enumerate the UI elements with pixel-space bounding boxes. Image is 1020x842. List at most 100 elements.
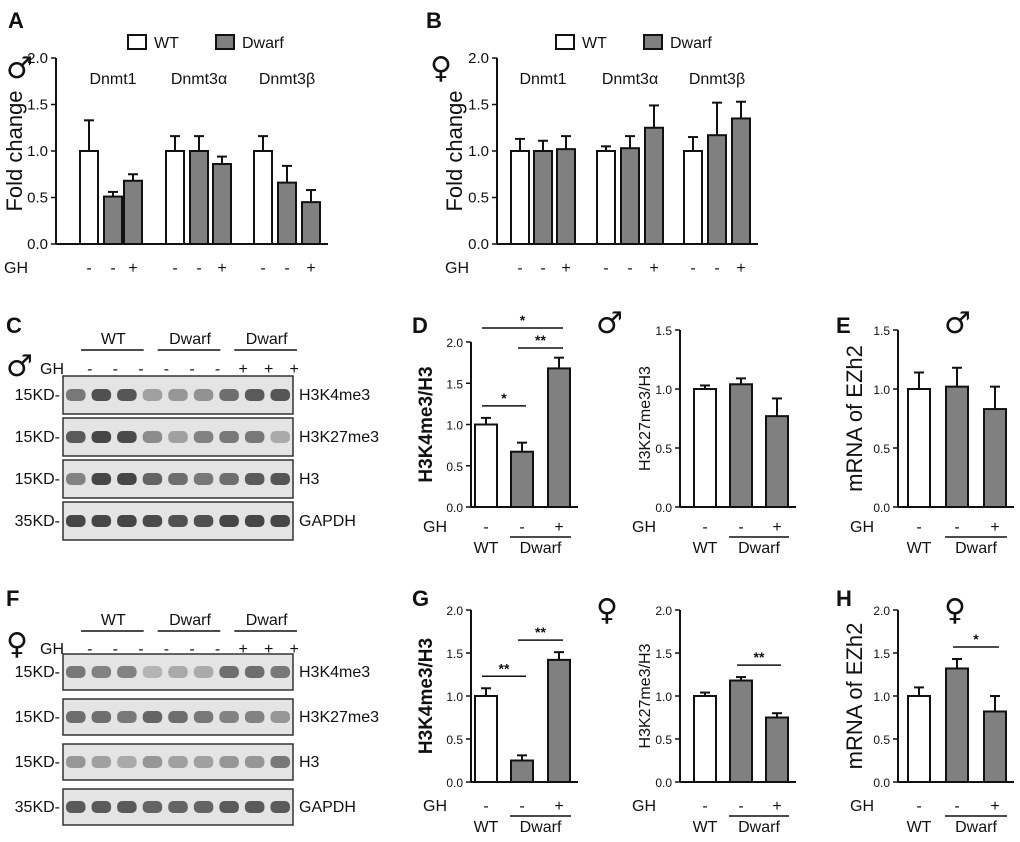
c-blot-band	[219, 389, 239, 401]
h-y-tick-label: 0.0	[873, 776, 890, 790]
d-y-tick-label: 0.0	[446, 501, 463, 515]
f-size-marker: 15KD-	[15, 754, 60, 771]
g-gh-sign: -	[519, 798, 524, 815]
c-blot-band	[270, 389, 290, 401]
f-protein-label: H3K4me3	[299, 664, 370, 681]
f-group-label: Dwarf	[246, 612, 288, 629]
c-panel-label: C	[6, 313, 22, 338]
a-bar	[103, 195, 123, 246]
b-bar	[596, 150, 616, 245]
f-blot-band	[219, 756, 239, 768]
b-gh-sign: +	[649, 260, 658, 277]
e-y-tick-label: 1.5	[873, 324, 890, 338]
g-y-tick-label: 1.0	[446, 690, 463, 704]
b-y-tick-label: 0.5	[468, 190, 489, 207]
c-blot-band	[66, 473, 86, 485]
d-bar	[510, 450, 534, 509]
e-bar	[945, 385, 969, 509]
c-group-label: Dwarf	[246, 331, 288, 348]
a-bar	[212, 163, 232, 246]
f-blot-band	[219, 801, 239, 813]
c-protein-label: H3K4me3	[299, 387, 370, 404]
c-protein-label: GAPDH	[299, 513, 356, 530]
f-blot-band	[66, 801, 86, 813]
g-xgroup-label: Dwarf	[520, 819, 562, 836]
f-gh-sign: -	[215, 641, 220, 658]
b-legend-label: WT	[582, 35, 607, 52]
f-blot-band	[66, 756, 86, 768]
b-gh-sign: +	[561, 260, 570, 277]
f-blot-band	[168, 666, 188, 678]
g-panel-label: G	[412, 586, 429, 611]
f-protein-label: H3	[299, 754, 320, 771]
d2-gh-sign: -	[738, 519, 743, 536]
f-panel-label: F	[6, 586, 19, 611]
a-y-tick-label: 0.0	[27, 236, 48, 253]
d2-bar	[729, 383, 753, 508]
f-blot-band	[244, 666, 265, 678]
f-blot-band	[117, 801, 137, 813]
h-y-tick-label: 1.5	[873, 647, 890, 661]
f-blot-band	[66, 666, 86, 678]
b-bar	[556, 148, 576, 245]
e-panel-label: E	[836, 313, 851, 338]
b-bar	[731, 117, 751, 245]
c-size-marker: 15KD-	[15, 387, 60, 404]
c-blot-band	[193, 473, 214, 485]
c-blot-band	[117, 431, 137, 443]
f-blot-band	[91, 711, 112, 723]
g-bar	[547, 658, 571, 784]
f-group-label: WT	[101, 612, 126, 629]
c-blot-band	[91, 389, 112, 401]
d2-bar	[693, 388, 717, 508]
f-blot-band	[168, 711, 188, 723]
d2-y-tick-label: 0.0	[655, 501, 672, 515]
g2-gh-sign: -	[702, 798, 707, 815]
g-y-tick-label: 1.5	[446, 647, 463, 661]
a-bar	[79, 150, 99, 245]
h-panel-label: H	[836, 586, 852, 611]
h-gh-label: GH	[850, 798, 874, 815]
f-protein-label: H3K27me3	[299, 709, 379, 726]
d-y-tick-label: 1.5	[446, 377, 463, 391]
f-blot-band	[270, 711, 290, 723]
e-y-tick-label: 0.5	[873, 442, 890, 456]
g-sig-stars: **	[535, 624, 546, 640]
a-bar	[189, 150, 209, 245]
b-y-tick-label: 1.5	[468, 97, 489, 114]
b-gh-sign: -	[690, 260, 695, 277]
b-gh-label: GH	[445, 260, 469, 277]
f-blot-band	[168, 756, 188, 768]
a-group-label: Dnmt3α	[171, 71, 227, 88]
e-y-axis-label: mRNA of EZh2	[842, 345, 867, 492]
h-y-tick-label: 2.0	[873, 604, 890, 618]
a-gh-sign: +	[217, 260, 226, 277]
g2-bar	[729, 679, 753, 784]
c-gh-sign: +	[238, 361, 247, 378]
f-blot-band	[193, 801, 214, 813]
h-sex-symbol-icon: ♀	[944, 593, 966, 628]
c-blot-band	[66, 431, 86, 443]
b-y-tick-label: 0.0	[468, 236, 489, 253]
g2-sex-symbol-icon: ♀	[596, 593, 618, 628]
c-gh-sign: -	[87, 361, 92, 378]
a-legend-swatch-dwarf	[215, 34, 235, 50]
b-group-label: Dnmt1	[519, 71, 566, 88]
c-blot-band	[117, 473, 137, 485]
c-blot-band	[244, 515, 265, 527]
c-blot-band	[142, 389, 163, 401]
g2-gh-sign: -	[738, 798, 743, 815]
h-sig-stars: *	[973, 631, 979, 647]
c-gh-label: GH	[40, 361, 64, 378]
f-gh-sign: -	[189, 641, 194, 658]
f-gh-sign: -	[113, 641, 118, 658]
c-blot-band	[168, 431, 188, 443]
a-bar	[253, 150, 273, 245]
c-blot-band	[91, 515, 112, 527]
f-blot-band	[193, 666, 214, 678]
f-blot-band	[91, 666, 112, 678]
e-sex-symbol-icon: ♂	[944, 306, 971, 341]
a-y-axis-label: Fold change	[2, 90, 27, 211]
d2-y-tick-label: 1.5	[655, 324, 672, 338]
e-gh-sign: -	[954, 519, 959, 536]
